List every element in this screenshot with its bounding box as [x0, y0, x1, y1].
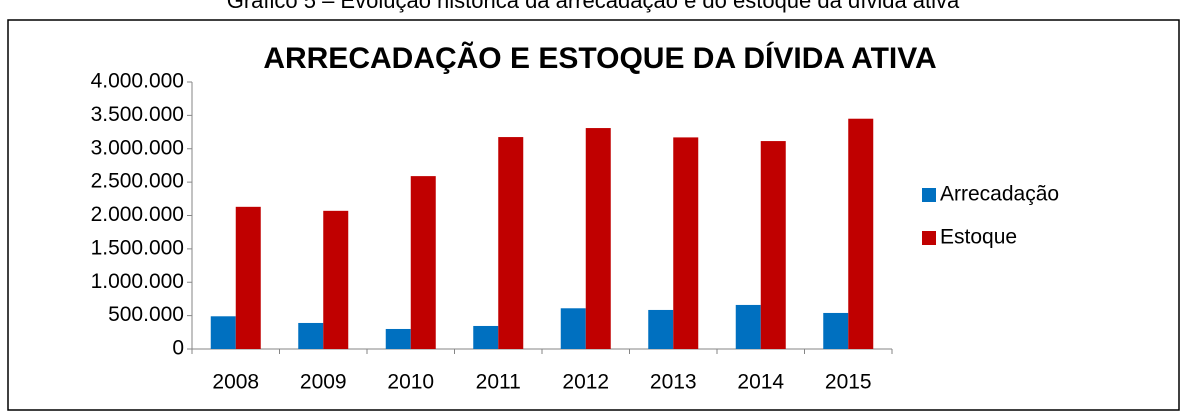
bar: [848, 118, 874, 350]
y-tick-label: 2.000.000: [91, 203, 184, 226]
bar: [298, 322, 324, 349]
y-tick-label: 0: [172, 337, 184, 360]
y-tick-label: 3.000.000: [91, 136, 184, 159]
legend-swatch: [922, 231, 936, 245]
bar: [473, 325, 499, 349]
x-tick-label: 2015: [825, 371, 872, 394]
x-tick-label: 2012: [562, 371, 609, 394]
caption: Gráfico 5 – Evolução histórica da arreca…: [227, 0, 960, 13]
bar: [585, 128, 611, 349]
y-tick-label: 500.000: [108, 303, 184, 326]
y-tick-label: 2.500.000: [91, 170, 184, 193]
bar: [210, 316, 236, 349]
y-tick-label: 1.000.000: [91, 270, 184, 293]
x-tick-label: 2010: [387, 371, 434, 394]
bar: [410, 176, 436, 349]
x-tick-label: 2014: [737, 371, 784, 394]
bar: [673, 137, 699, 349]
legend-swatch: [922, 188, 936, 202]
bar: [760, 141, 786, 349]
bar: [560, 308, 586, 349]
bar: [235, 206, 261, 349]
y-tick-label: 3.500.000: [91, 103, 184, 126]
x-tick-label: 2013: [650, 371, 697, 394]
y-tick-label: 1.500.000: [91, 236, 184, 259]
bar: [498, 137, 524, 349]
bar: [323, 210, 349, 349]
bar: [823, 312, 849, 349]
chart-title: ARRECADAÇÃO E ESTOQUE DA DÍVIDA ATIVA: [263, 41, 936, 75]
x-tick-label: 2009: [300, 371, 347, 394]
y-tick-label: 4.000.000: [91, 70, 184, 93]
x-tick-label: 2008: [212, 371, 259, 394]
bar: [648, 309, 674, 349]
bar: [385, 328, 411, 349]
legend-label: Estoque: [940, 226, 1017, 249]
x-tick-label: 2011: [476, 371, 521, 394]
bar: [735, 304, 761, 349]
legend-label: Arrecadação: [940, 183, 1059, 206]
